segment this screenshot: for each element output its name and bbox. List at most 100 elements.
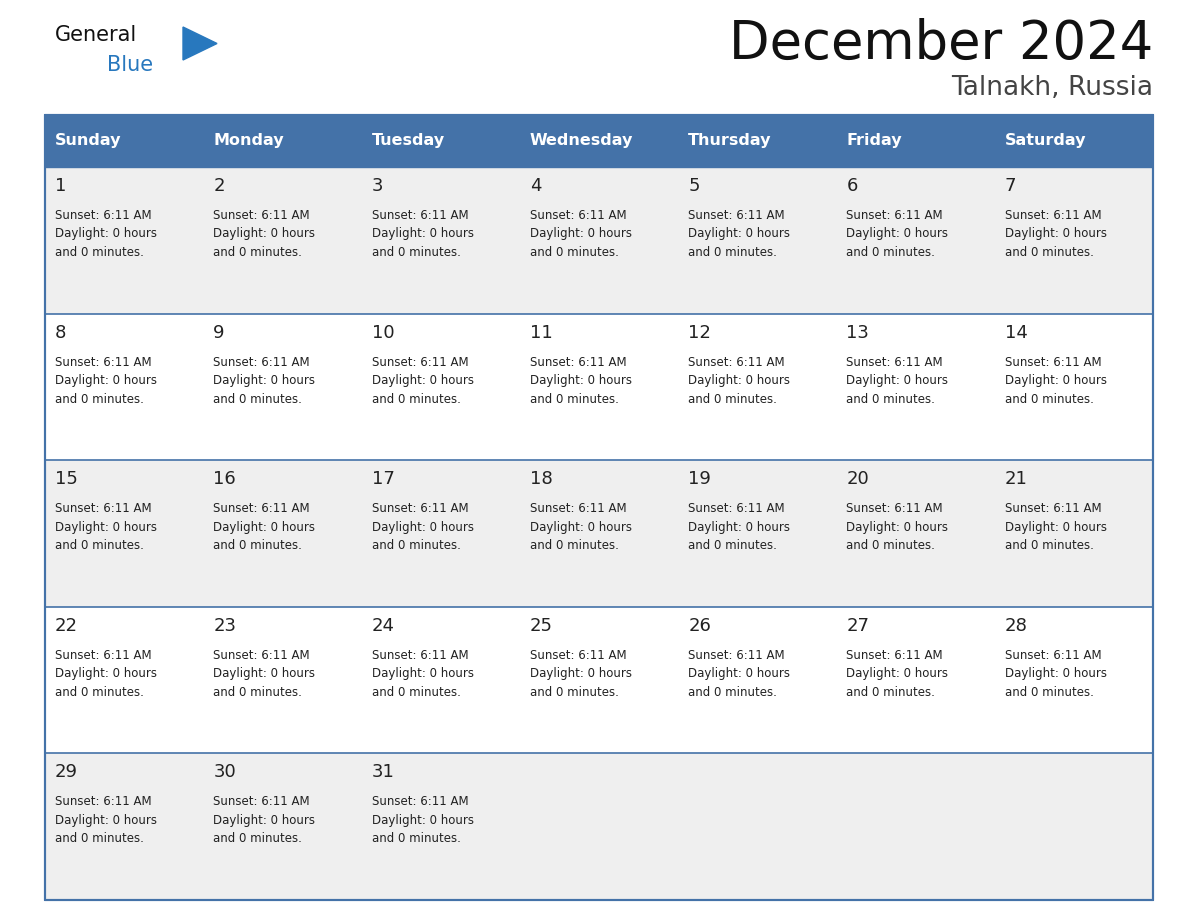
Text: Blue: Blue <box>107 55 153 75</box>
Text: Sunset: 6:11 AM
Daylight: 0 hours
and 0 minutes.: Sunset: 6:11 AM Daylight: 0 hours and 0 … <box>214 795 315 845</box>
Text: 29: 29 <box>55 764 78 781</box>
Text: 2: 2 <box>214 177 225 195</box>
Bar <box>45 314 203 460</box>
Text: 28: 28 <box>1005 617 1028 635</box>
Text: Wednesday: Wednesday <box>530 133 633 149</box>
Bar <box>836 460 994 607</box>
Text: Sunset: 6:11 AM
Daylight: 0 hours
and 0 minutes.: Sunset: 6:11 AM Daylight: 0 hours and 0 … <box>372 209 474 259</box>
Bar <box>45 167 203 314</box>
Bar <box>678 607 836 754</box>
Bar <box>836 754 994 900</box>
Bar <box>520 314 678 460</box>
Bar <box>994 607 1154 754</box>
Text: Sunset: 6:11 AM
Daylight: 0 hours
and 0 minutes.: Sunset: 6:11 AM Daylight: 0 hours and 0 … <box>530 209 632 259</box>
Bar <box>45 607 203 754</box>
Bar <box>678 314 836 460</box>
Bar <box>520 754 678 900</box>
Bar <box>994 167 1154 314</box>
Text: 31: 31 <box>372 764 394 781</box>
Text: Sunset: 6:11 AM
Daylight: 0 hours
and 0 minutes.: Sunset: 6:11 AM Daylight: 0 hours and 0 … <box>214 502 315 553</box>
Bar <box>520 460 678 607</box>
Text: Tuesday: Tuesday <box>372 133 444 149</box>
Text: Monday: Monday <box>214 133 284 149</box>
Text: Sunset: 6:11 AM
Daylight: 0 hours
and 0 minutes.: Sunset: 6:11 AM Daylight: 0 hours and 0 … <box>55 502 157 553</box>
Text: Sunset: 6:11 AM
Daylight: 0 hours
and 0 minutes.: Sunset: 6:11 AM Daylight: 0 hours and 0 … <box>55 209 157 259</box>
Text: Sunset: 6:11 AM
Daylight: 0 hours
and 0 minutes.: Sunset: 6:11 AM Daylight: 0 hours and 0 … <box>55 649 157 699</box>
Text: 15: 15 <box>55 470 78 488</box>
Text: Sunset: 6:11 AM
Daylight: 0 hours
and 0 minutes.: Sunset: 6:11 AM Daylight: 0 hours and 0 … <box>214 209 315 259</box>
Bar <box>520 167 678 314</box>
Text: General: General <box>55 25 138 45</box>
Bar <box>836 607 994 754</box>
Text: 21: 21 <box>1005 470 1028 488</box>
Polygon shape <box>183 27 217 60</box>
Bar <box>678 167 836 314</box>
Text: 12: 12 <box>688 324 710 341</box>
Bar <box>203 460 361 607</box>
Text: 19: 19 <box>688 470 710 488</box>
Text: Talnakh, Russia: Talnakh, Russia <box>952 75 1154 101</box>
Text: 17: 17 <box>372 470 394 488</box>
Text: 6: 6 <box>846 177 858 195</box>
Text: Sunset: 6:11 AM
Daylight: 0 hours
and 0 minutes.: Sunset: 6:11 AM Daylight: 0 hours and 0 … <box>846 355 948 406</box>
Bar <box>994 754 1154 900</box>
Text: 4: 4 <box>530 177 542 195</box>
Text: Sunset: 6:11 AM
Daylight: 0 hours
and 0 minutes.: Sunset: 6:11 AM Daylight: 0 hours and 0 … <box>1005 355 1107 406</box>
Text: 10: 10 <box>372 324 394 341</box>
Bar <box>361 314 520 460</box>
Bar <box>678 115 836 167</box>
Bar <box>994 314 1154 460</box>
Text: Sunset: 6:11 AM
Daylight: 0 hours
and 0 minutes.: Sunset: 6:11 AM Daylight: 0 hours and 0 … <box>372 502 474 553</box>
Bar <box>836 115 994 167</box>
Text: 18: 18 <box>530 470 552 488</box>
Bar <box>520 607 678 754</box>
Bar <box>45 115 1154 900</box>
Text: 26: 26 <box>688 617 710 635</box>
Text: Sunset: 6:11 AM
Daylight: 0 hours
and 0 minutes.: Sunset: 6:11 AM Daylight: 0 hours and 0 … <box>55 355 157 406</box>
Text: Sunset: 6:11 AM
Daylight: 0 hours
and 0 minutes.: Sunset: 6:11 AM Daylight: 0 hours and 0 … <box>530 502 632 553</box>
Text: Sunset: 6:11 AM
Daylight: 0 hours
and 0 minutes.: Sunset: 6:11 AM Daylight: 0 hours and 0 … <box>1005 649 1107 699</box>
Text: 13: 13 <box>846 324 870 341</box>
Text: Sunday: Sunday <box>55 133 121 149</box>
Text: Sunset: 6:11 AM
Daylight: 0 hours
and 0 minutes.: Sunset: 6:11 AM Daylight: 0 hours and 0 … <box>688 649 790 699</box>
Text: Sunset: 6:11 AM
Daylight: 0 hours
and 0 minutes.: Sunset: 6:11 AM Daylight: 0 hours and 0 … <box>55 795 157 845</box>
Bar <box>678 754 836 900</box>
Text: Saturday: Saturday <box>1005 133 1086 149</box>
Bar <box>203 167 361 314</box>
Bar <box>678 460 836 607</box>
Text: 7: 7 <box>1005 177 1016 195</box>
Bar <box>361 754 520 900</box>
Text: Sunset: 6:11 AM
Daylight: 0 hours
and 0 minutes.: Sunset: 6:11 AM Daylight: 0 hours and 0 … <box>1005 502 1107 553</box>
Text: 22: 22 <box>55 617 78 635</box>
Text: 3: 3 <box>372 177 383 195</box>
Text: Sunset: 6:11 AM
Daylight: 0 hours
and 0 minutes.: Sunset: 6:11 AM Daylight: 0 hours and 0 … <box>1005 209 1107 259</box>
Text: 8: 8 <box>55 324 67 341</box>
Bar <box>203 607 361 754</box>
Bar <box>361 460 520 607</box>
Bar <box>203 314 361 460</box>
Bar <box>836 314 994 460</box>
Text: December 2024: December 2024 <box>728 18 1154 70</box>
Text: 14: 14 <box>1005 324 1028 341</box>
Bar <box>361 607 520 754</box>
Bar <box>203 115 361 167</box>
Text: Sunset: 6:11 AM
Daylight: 0 hours
and 0 minutes.: Sunset: 6:11 AM Daylight: 0 hours and 0 … <box>372 795 474 845</box>
Text: 25: 25 <box>530 617 552 635</box>
Text: Sunset: 6:11 AM
Daylight: 0 hours
and 0 minutes.: Sunset: 6:11 AM Daylight: 0 hours and 0 … <box>530 649 632 699</box>
Text: Sunset: 6:11 AM
Daylight: 0 hours
and 0 minutes.: Sunset: 6:11 AM Daylight: 0 hours and 0 … <box>214 355 315 406</box>
Bar <box>994 460 1154 607</box>
Text: 24: 24 <box>372 617 394 635</box>
Bar <box>361 167 520 314</box>
Text: Sunset: 6:11 AM
Daylight: 0 hours
and 0 minutes.: Sunset: 6:11 AM Daylight: 0 hours and 0 … <box>688 209 790 259</box>
Text: 20: 20 <box>846 470 870 488</box>
Bar <box>994 115 1154 167</box>
Text: Sunset: 6:11 AM
Daylight: 0 hours
and 0 minutes.: Sunset: 6:11 AM Daylight: 0 hours and 0 … <box>688 502 790 553</box>
Text: Sunset: 6:11 AM
Daylight: 0 hours
and 0 minutes.: Sunset: 6:11 AM Daylight: 0 hours and 0 … <box>688 355 790 406</box>
Bar <box>520 115 678 167</box>
Text: 1: 1 <box>55 177 67 195</box>
Text: Sunset: 6:11 AM
Daylight: 0 hours
and 0 minutes.: Sunset: 6:11 AM Daylight: 0 hours and 0 … <box>846 649 948 699</box>
Bar <box>45 460 203 607</box>
Text: 16: 16 <box>214 470 236 488</box>
Text: Thursday: Thursday <box>688 133 772 149</box>
Bar <box>836 167 994 314</box>
